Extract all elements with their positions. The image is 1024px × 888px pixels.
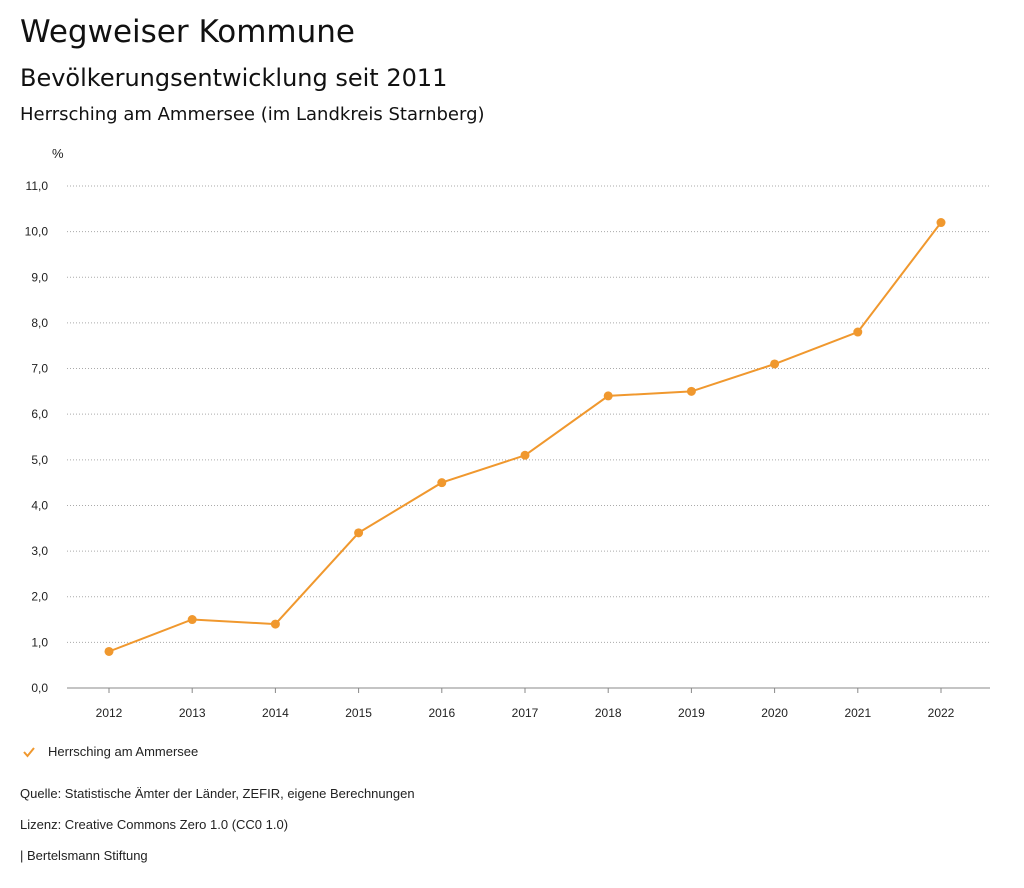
data-point xyxy=(437,478,447,488)
source-note: Quelle: Statistische Ämter der Länder, Z… xyxy=(20,786,415,801)
region-title: Herrsching am Ammersee (im Landkreis Sta… xyxy=(20,104,485,125)
data-point xyxy=(603,391,613,401)
series-line-herrsching xyxy=(108,221,942,653)
y-tick-label: 4,0 xyxy=(31,498,48,512)
legend-label: Herrsching am Ammersee xyxy=(48,744,199,759)
y-tick-label: 1,0 xyxy=(31,635,48,649)
y-tick-label: 7,0 xyxy=(31,362,48,376)
x-tick-label: 2018 xyxy=(595,706,622,720)
y-tick-label: 2,0 xyxy=(31,590,48,604)
y-tick-label: 3,0 xyxy=(31,544,48,558)
x-tick-label: 2013 xyxy=(179,706,206,720)
y-axis-unit-label: % xyxy=(52,146,64,161)
x-tick-label: 2022 xyxy=(928,706,955,720)
y-tick-label: 0,0 xyxy=(31,681,48,695)
x-tick-label: 2019 xyxy=(678,706,705,720)
data-point xyxy=(686,386,696,396)
y-tick-label: 8,0 xyxy=(31,316,48,330)
y-tick-label: 9,0 xyxy=(31,270,48,284)
y-tick-label: 10,0 xyxy=(25,225,49,239)
x-tick-label: 2014 xyxy=(262,706,289,720)
data-point xyxy=(354,528,364,538)
y-tick-label: 5,0 xyxy=(31,453,48,467)
license-note: Lizenz: Creative Commons Zero 1.0 (CC0 1… xyxy=(20,817,289,832)
legend-item-herrsching[interactable]: Herrsching am Ammersee xyxy=(22,744,198,759)
x-tick-label: 2016 xyxy=(428,706,455,720)
data-point xyxy=(936,218,946,228)
chart-subtitle: Bevölkerungsentwicklung seit 2011 xyxy=(20,64,448,92)
x-tick-label: 2012 xyxy=(96,706,123,720)
x-tick-label: 2020 xyxy=(761,706,788,720)
x-tick-label: 2017 xyxy=(512,706,539,720)
line-chart: % 0,0 1,0 2,0 3,0 4,0 5,0 6,0 7,0 8,0 9,0 10,0 11,0… xyxy=(25,146,990,720)
data-point xyxy=(853,327,863,337)
data-point xyxy=(270,619,280,629)
page-title: Wegweiser Kommune xyxy=(20,14,355,50)
check-icon xyxy=(23,746,35,758)
publisher-note: | Bertelsmann Stiftung xyxy=(20,848,148,863)
x-tick-label: 2021 xyxy=(844,706,871,720)
data-point xyxy=(104,646,114,656)
data-point xyxy=(770,359,780,369)
y-tick-label: 11,0 xyxy=(26,179,49,193)
data-point xyxy=(520,450,530,460)
x-tick-label: 2015 xyxy=(345,706,372,720)
y-tick-label: 6,0 xyxy=(31,407,48,421)
data-point xyxy=(187,615,197,625)
